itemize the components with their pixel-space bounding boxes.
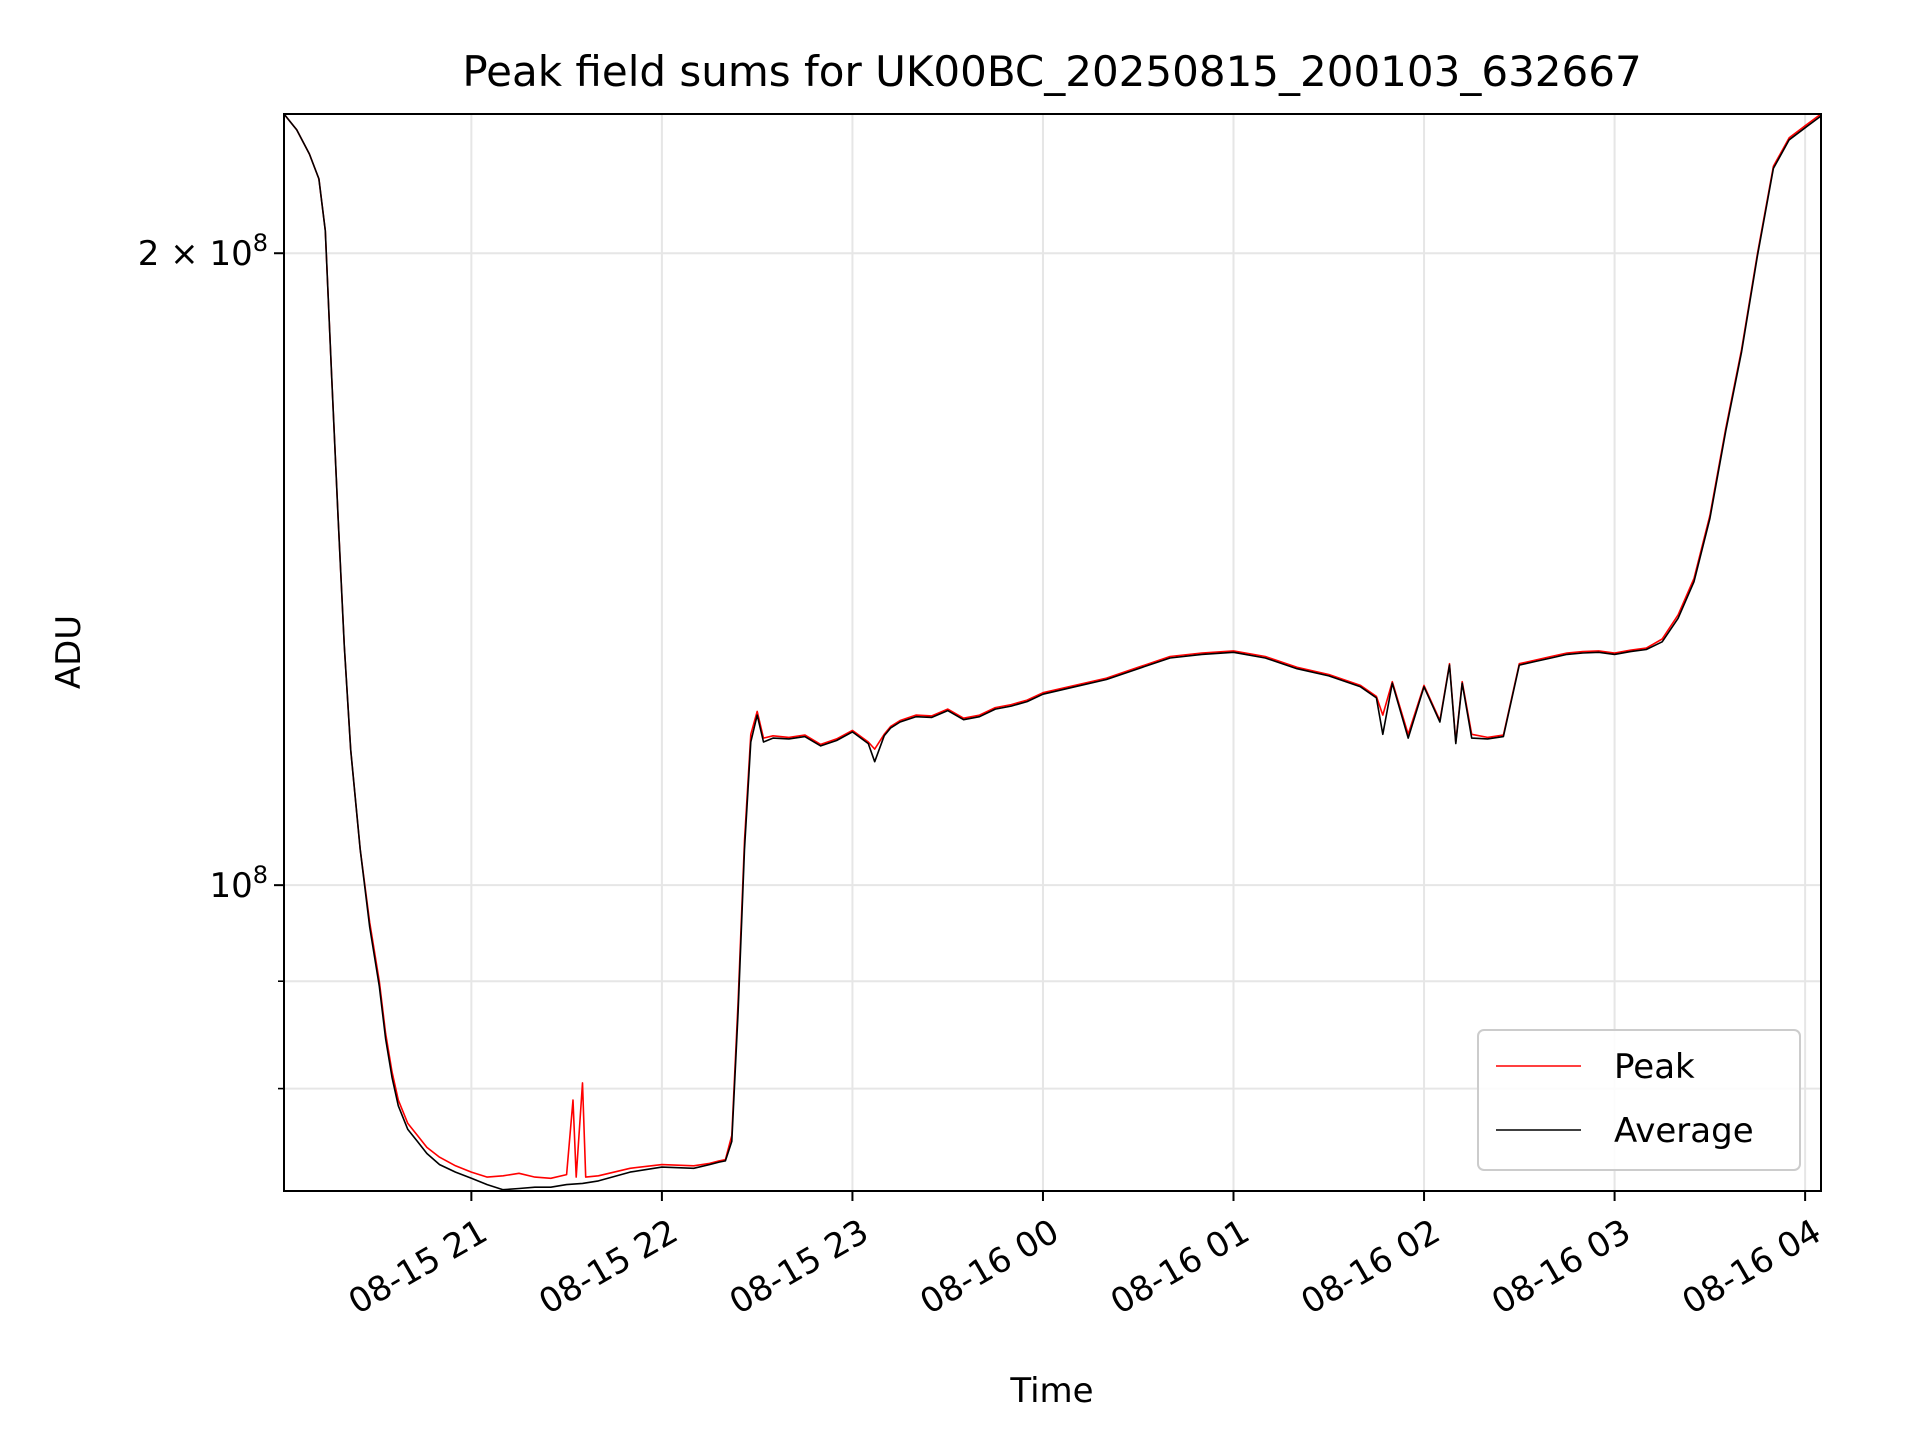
series-line-average xyxy=(283,113,1822,1191)
series-line-peak xyxy=(283,113,1822,1180)
legend-box xyxy=(1477,1029,1801,1171)
y-tick-label: 2 × 108 xyxy=(138,229,268,274)
legend: Peak Average xyxy=(1477,1029,1801,1171)
x-axis-label: Time xyxy=(1009,1371,1093,1411)
plot-lines xyxy=(283,113,1822,1191)
legend-label-average: Average xyxy=(1614,1111,1754,1151)
y-tick-label: 108 xyxy=(209,861,268,906)
chart-title: Peak field sums for UK00BC_20250815_2001… xyxy=(462,47,1641,96)
plot-area-frame xyxy=(283,113,1822,1192)
legend-label-peak: Peak xyxy=(1614,1047,1695,1087)
y-axis-label: ADU xyxy=(49,615,89,689)
y-axis-ticks: 2 × 108 108 xyxy=(138,229,284,1090)
